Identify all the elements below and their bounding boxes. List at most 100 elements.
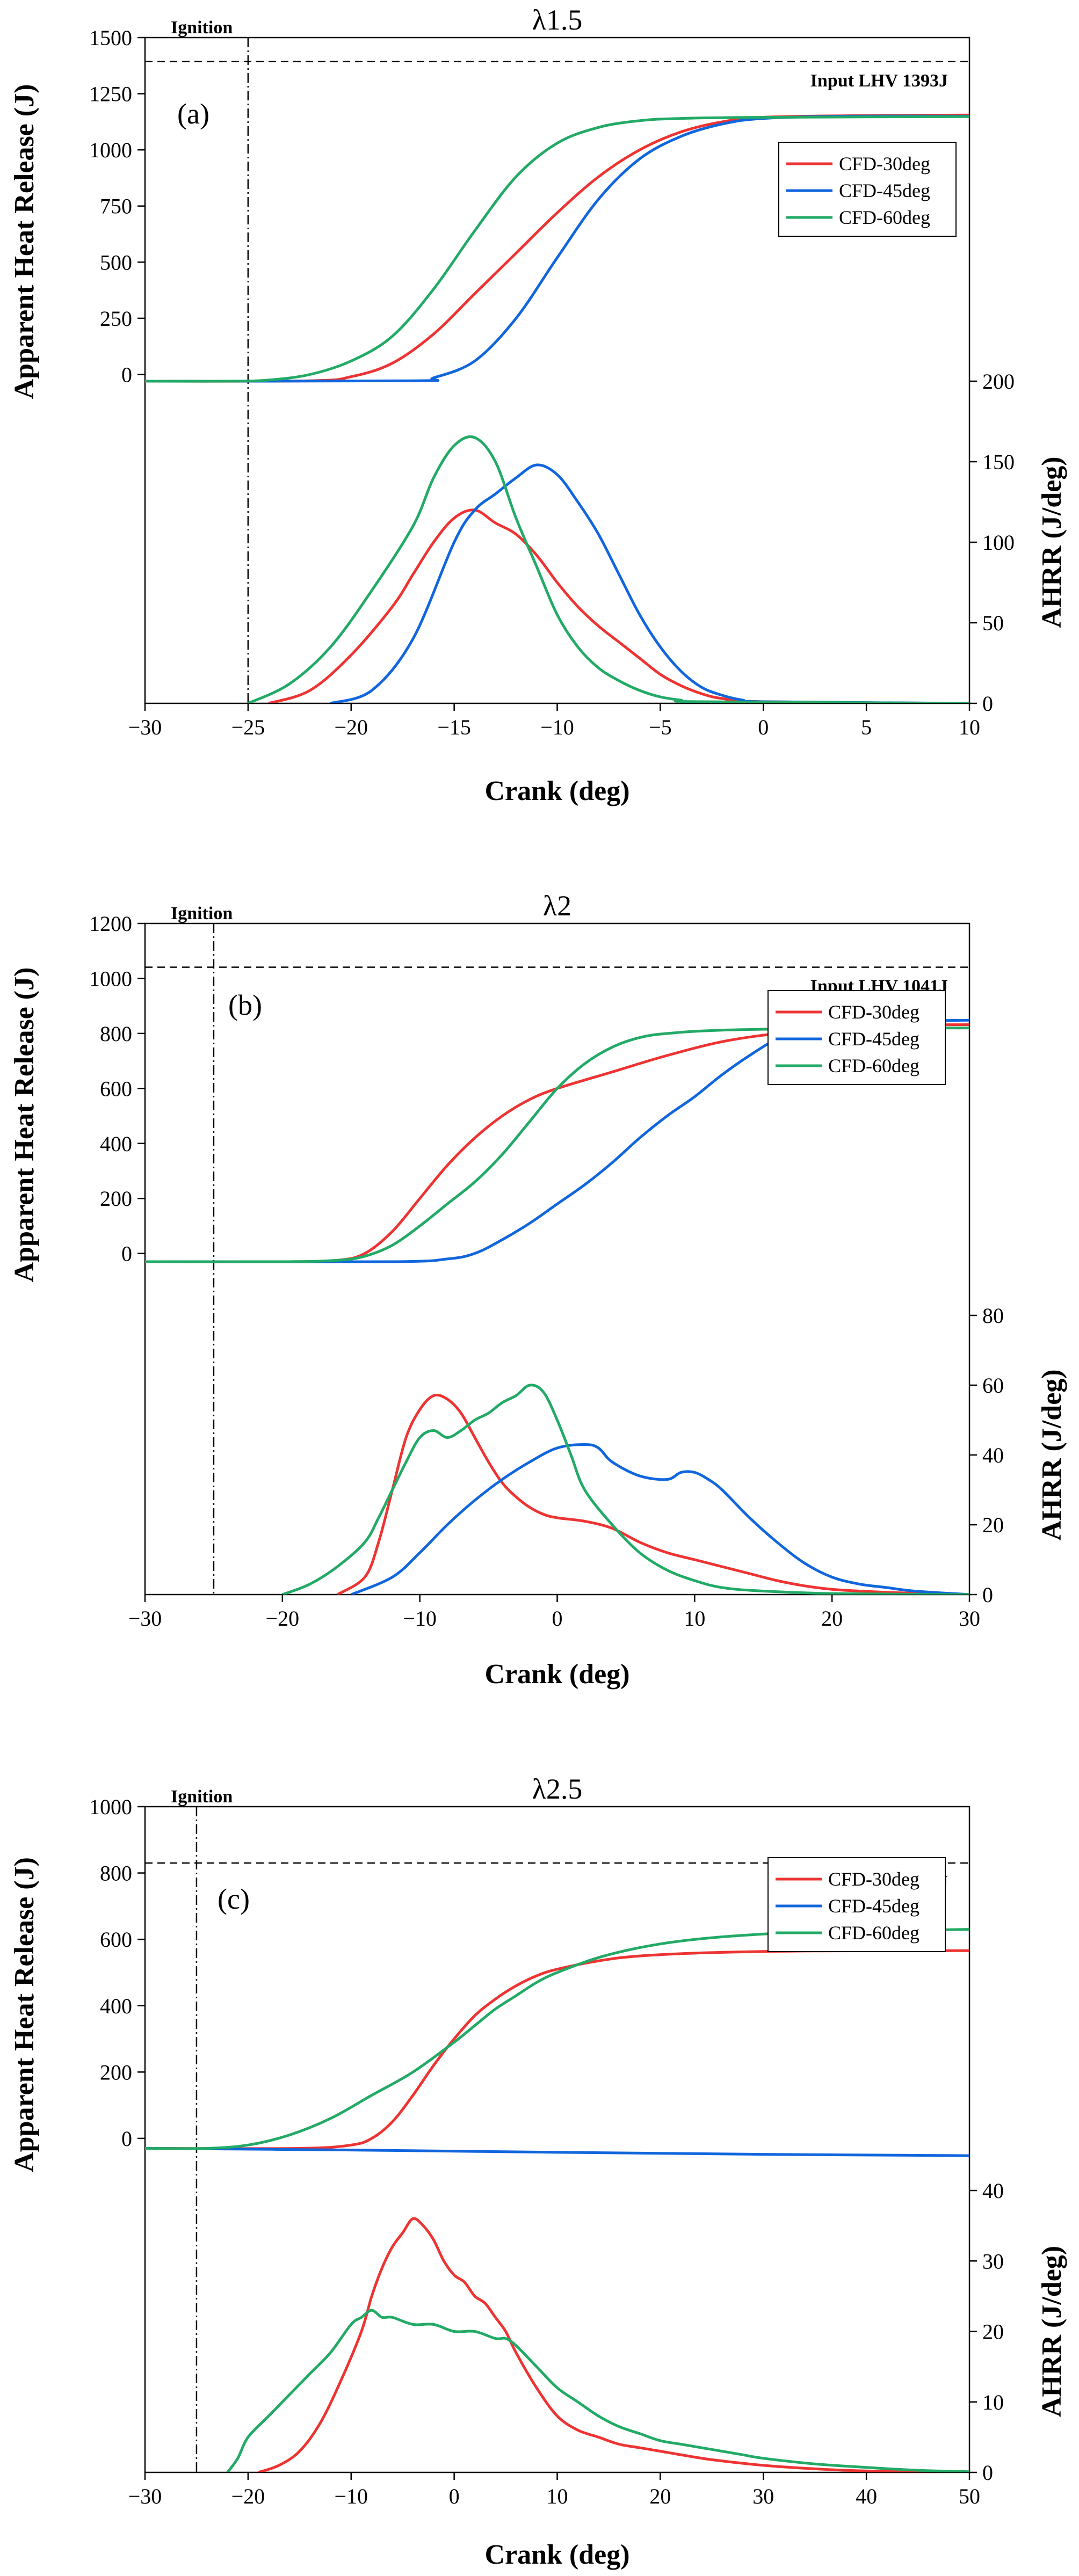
chart-title: λ2.5 xyxy=(532,1773,583,1805)
y2-axis-title: AHRR (J/deg) xyxy=(1037,2246,1067,2417)
y2-tick-label: 30 xyxy=(982,2249,1004,2273)
x-tick-label: 20 xyxy=(649,2484,671,2508)
x-tick-label: −20 xyxy=(231,2484,265,2508)
ignition-label: Ignition xyxy=(171,18,233,38)
series-ahrr-line-cfd-30deg xyxy=(336,1393,969,1595)
y-tick-label: 250 xyxy=(100,307,132,331)
y-tick-label: 800 xyxy=(100,1861,132,1886)
y-tick-label: 200 xyxy=(100,1187,132,1211)
x-tick-label: −10 xyxy=(403,1606,437,1631)
x-axis-title: Crank (deg) xyxy=(484,776,629,806)
ignition-label: Ignition xyxy=(171,904,233,923)
x-tick-label: 0 xyxy=(552,1606,563,1631)
y-tick-label: 600 xyxy=(100,1076,132,1101)
legend-entry: CFD-60deg xyxy=(828,1922,919,1944)
y-tick-label: 400 xyxy=(100,1994,132,2018)
x-tick-label: 30 xyxy=(752,2484,774,2508)
chart-title: λ1.5 xyxy=(532,4,583,36)
x-tick-label: 50 xyxy=(959,2484,980,2508)
y2-tick-label: 80 xyxy=(982,1304,1004,1328)
x-tick-label: 5 xyxy=(861,715,872,739)
panel-label: (c) xyxy=(218,1883,250,1915)
x-tick-label: −30 xyxy=(128,1606,162,1631)
x-tick-label: −30 xyxy=(128,715,162,739)
series-ahr-line-cfd-45deg xyxy=(145,2147,969,2157)
panel-label: (a) xyxy=(177,98,209,130)
x-tick-label: −10 xyxy=(540,715,574,739)
chart-panel-3: λ2.5−30 −20 −10 0 10 20 30 40 500200400600800100… xyxy=(9,1773,1067,2570)
y2-tick-label: 0 xyxy=(982,1583,993,1607)
x-axis-title: Crank (deg) xyxy=(484,2539,629,2570)
series-ahr-line-cfd-60deg xyxy=(145,115,969,383)
panel-label: (b) xyxy=(228,989,262,1021)
lhv-label: Input LHV 1393J xyxy=(810,71,948,91)
legend-entry: CFD-30deg xyxy=(839,153,930,174)
legend-entry: CFD-45deg xyxy=(828,1028,919,1050)
y-tick-label: 0 xyxy=(121,2127,132,2151)
y2-tick-label: 20 xyxy=(982,1513,1004,1537)
y-axis-title: Apparent Heat Release (J) xyxy=(9,84,40,399)
y2-tick-label: 50 xyxy=(982,611,1004,635)
y2-tick-label: 20 xyxy=(982,2320,1004,2344)
y-tick-label: 1000 xyxy=(89,966,132,991)
y-axis-title: Apparent Heat Release (J) xyxy=(9,967,40,1283)
x-tick-label: −5 xyxy=(649,715,672,739)
y2-tick-label: 60 xyxy=(982,1373,1004,1398)
x-tick-label: −10 xyxy=(334,2484,368,2508)
series-ahrr-line-cfd-30deg xyxy=(258,2217,969,2472)
chart-panel-2: λ2−30 −20 −10 0 10 20 300200400600800100012000… xyxy=(9,890,1067,1690)
y2-axis-title: AHRR (J/deg) xyxy=(1037,1369,1067,1540)
y-tick-label: 1250 xyxy=(89,82,132,106)
series-ahrr-line-cfd-60deg xyxy=(247,435,969,703)
y2-tick-label: 200 xyxy=(982,369,1015,394)
series-ahr-line-cfd-60deg xyxy=(145,1928,969,2150)
y-tick-label: 400 xyxy=(100,1132,132,1156)
x-tick-label: −20 xyxy=(266,1606,300,1631)
series-ahr-line-cfd-30deg xyxy=(145,1949,969,2150)
y-tick-label: 800 xyxy=(100,1022,132,1046)
x-tick-label: 10 xyxy=(684,1606,705,1631)
y2-tick-label: 10 xyxy=(982,2390,1004,2414)
y2-tick-label: 40 xyxy=(982,1443,1004,1467)
x-tick-label: 10 xyxy=(547,2484,568,2508)
legend-entry: CFD-45deg xyxy=(839,180,930,201)
x-tick-label: 30 xyxy=(959,1606,980,1631)
plot-frame xyxy=(144,37,971,704)
series-ahrr-line-cfd-45deg xyxy=(350,1443,969,1595)
x-tick-label: −25 xyxy=(231,715,265,739)
legend-entry: CFD-60deg xyxy=(828,1055,919,1076)
y-tick-label: 1000 xyxy=(89,1795,132,1819)
y-tick-label: 600 xyxy=(100,1927,132,1952)
x-tick-label: 10 xyxy=(959,715,980,739)
y-tick-label: 500 xyxy=(100,250,132,274)
chart-panel-1: λ1.5−30 −25 −20 −15 −10 −5 0 5 10025050075010001… xyxy=(9,4,1067,806)
y-tick-label: 0 xyxy=(121,1242,132,1266)
ignition-label: Ignition xyxy=(171,1787,233,1807)
series-ahrr-line-cfd-60deg xyxy=(226,2309,969,2472)
legend-entry: CFD-30deg xyxy=(828,1001,919,1023)
x-axis-title: Crank (deg) xyxy=(484,1659,629,1690)
y2-tick-label: 100 xyxy=(982,530,1015,555)
y-tick-label: 1000 xyxy=(89,138,132,162)
chart-title: λ2 xyxy=(543,890,571,922)
legend-entry: CFD-45deg xyxy=(828,1895,919,1917)
x-tick-label: 40 xyxy=(856,2484,877,2508)
x-tick-label: 20 xyxy=(821,1606,843,1631)
y-tick-label: 0 xyxy=(121,362,132,387)
series-ahrr-line-cfd-45deg xyxy=(330,463,969,703)
x-tick-label: −30 xyxy=(128,2484,162,2508)
y2-tick-label: 40 xyxy=(982,2179,1004,2203)
x-tick-label: 0 xyxy=(758,715,769,739)
y2-tick-label: 0 xyxy=(982,692,993,716)
legend-entry: CFD-60deg xyxy=(839,207,930,228)
series-ahr-line-cfd-60deg xyxy=(145,1027,969,1263)
y-tick-label: 750 xyxy=(100,194,132,219)
y2-axis-title: AHRR (J/deg) xyxy=(1037,456,1067,628)
y-tick-label: 1500 xyxy=(89,26,132,50)
y2-tick-label: 0 xyxy=(982,2461,993,2485)
series-ahrr-line-cfd-60deg xyxy=(281,1384,969,1595)
x-tick-label: −20 xyxy=(334,715,368,739)
series-ahrr-line-cfd-30deg xyxy=(268,508,969,703)
y-tick-label: 1200 xyxy=(89,912,132,936)
